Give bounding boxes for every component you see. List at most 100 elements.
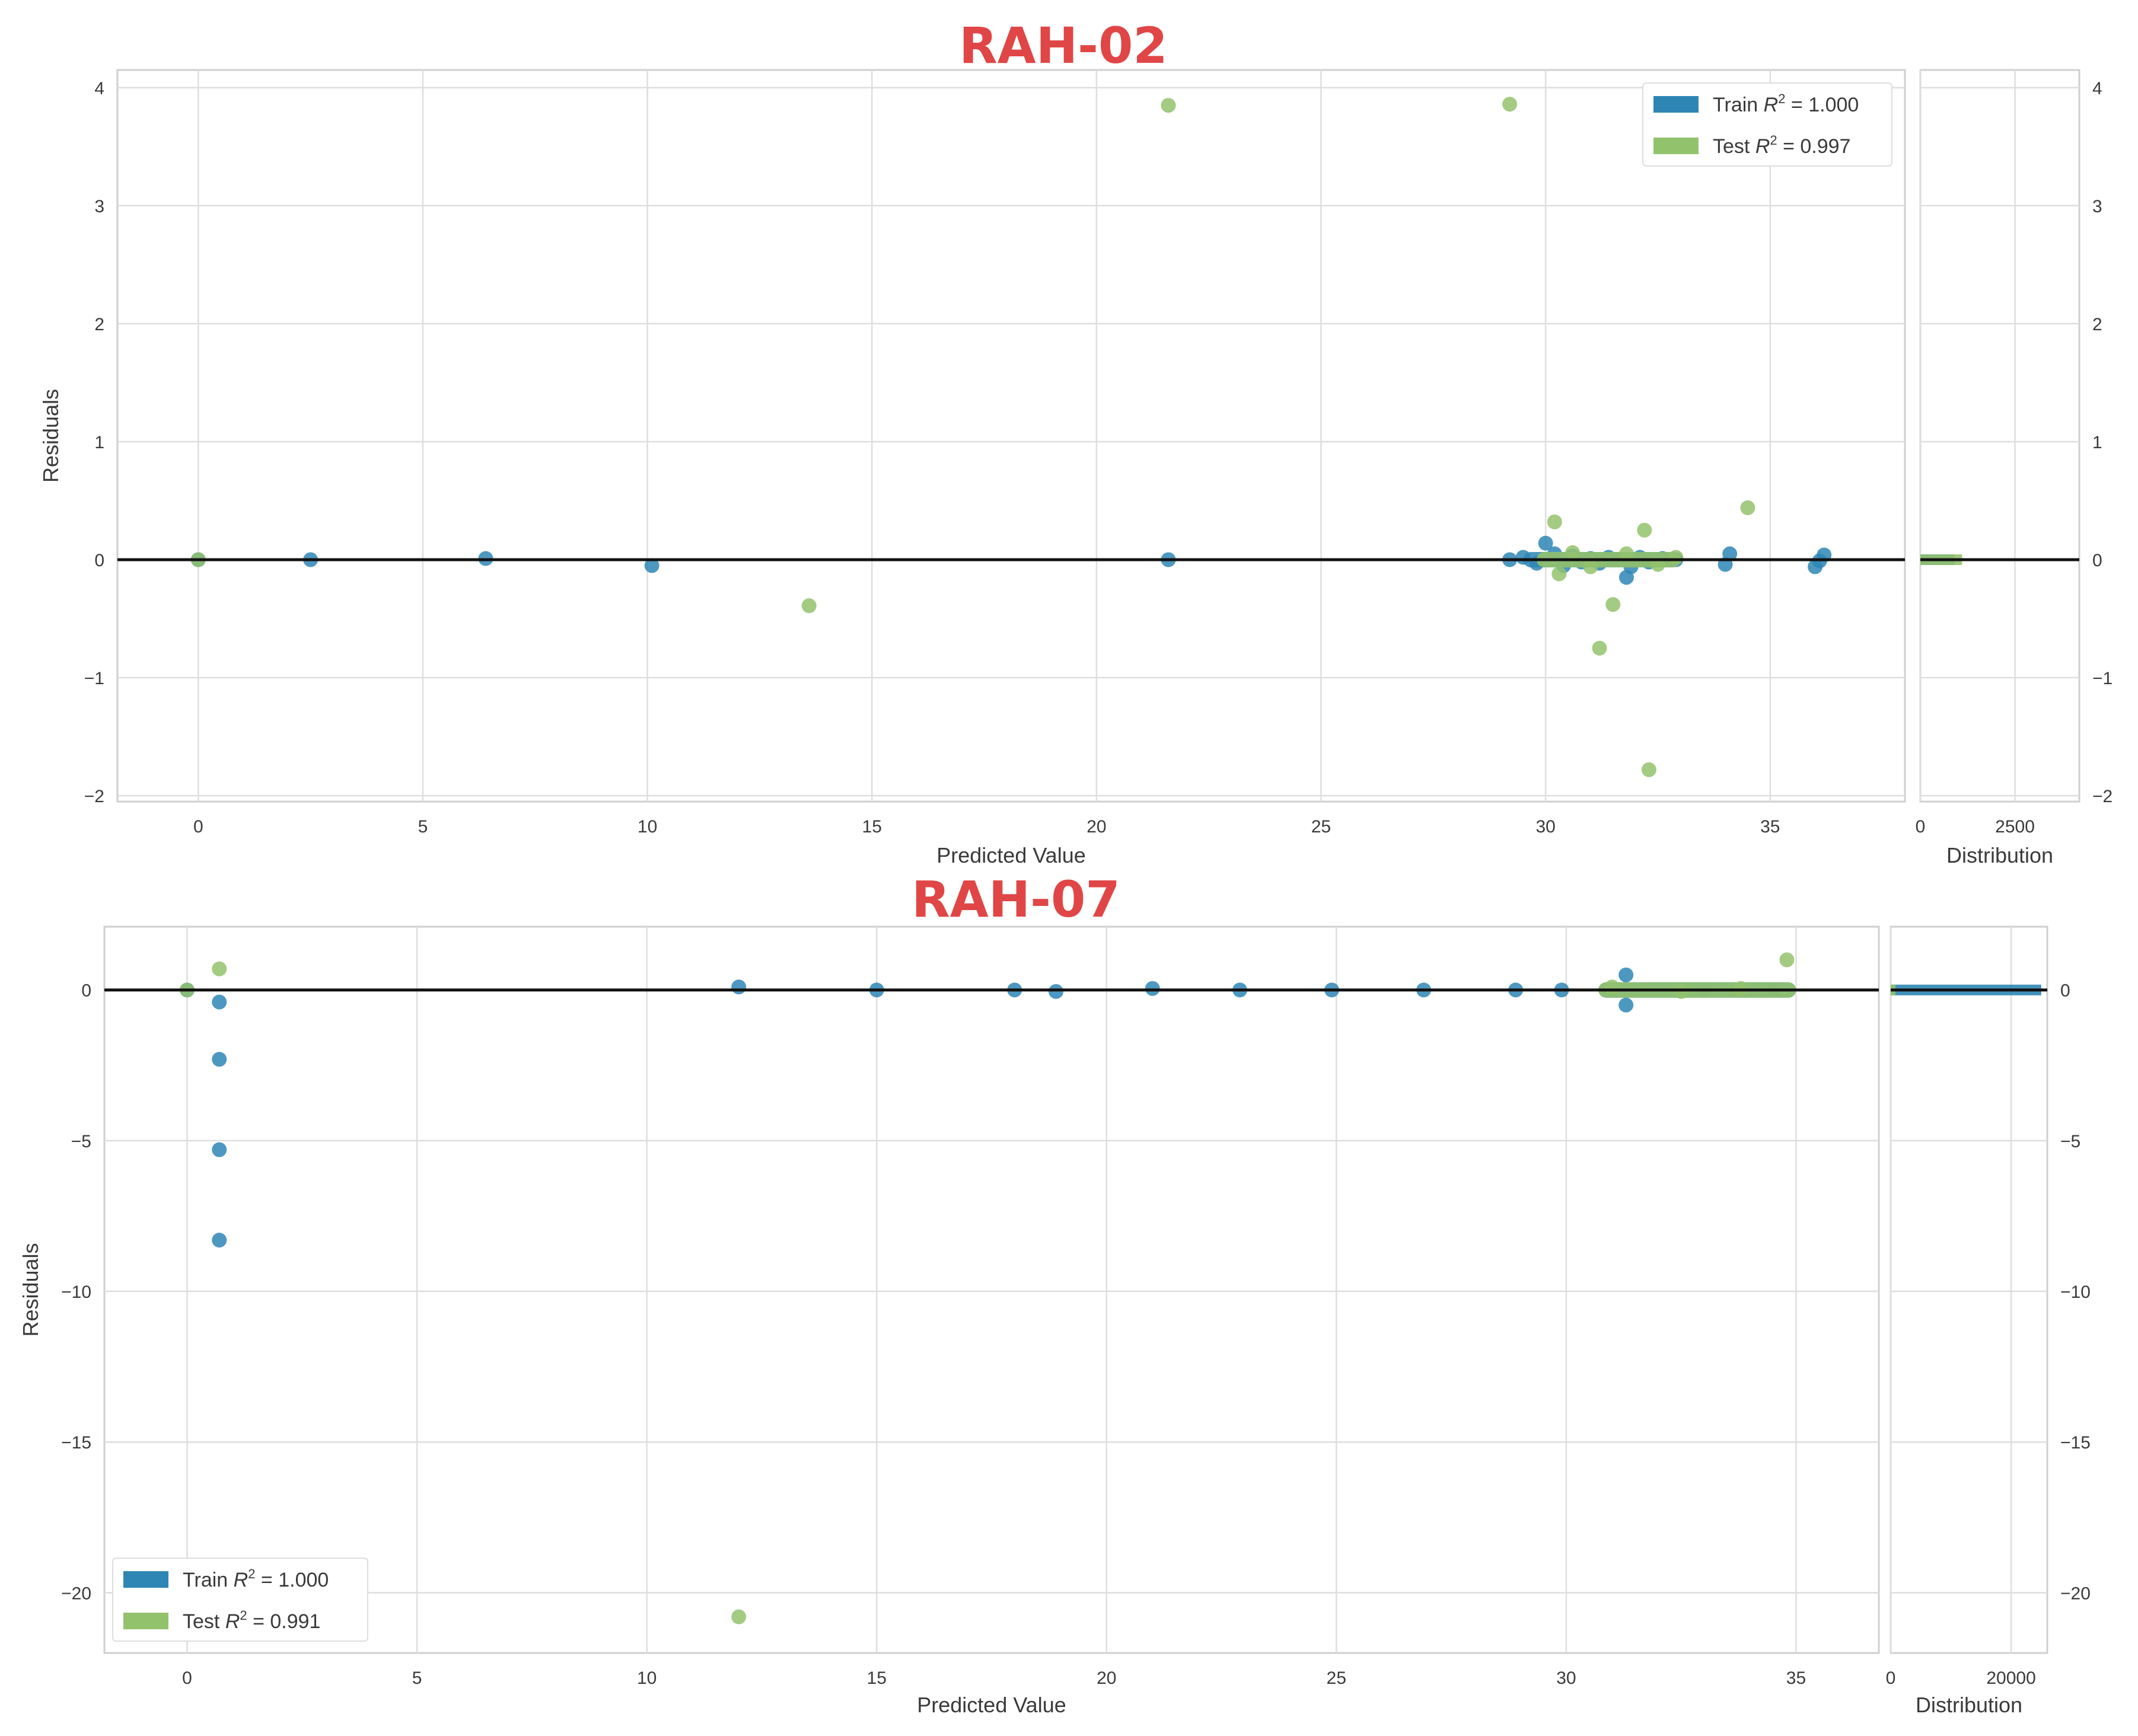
data-point [1551,566,1567,582]
data-point [212,1142,227,1157]
legend-swatch-test [123,1613,168,1629]
legend-swatch-train [1653,96,1699,113]
data-point [1583,559,1598,575]
data-point [1641,762,1656,777]
data-point [1779,952,1795,968]
data-point [731,1609,747,1625]
data-point [731,979,747,995]
data-point [1618,546,1634,561]
data-point [1668,550,1684,565]
x-tick-label: 30 [1535,817,1555,837]
data-point [1604,979,1620,995]
x-tick-label: 20 [1086,817,1106,837]
x-tick-label: 10 [637,1668,657,1688]
legend-frame [1642,82,1892,167]
x-tick-label: 15 [862,817,882,837]
distribution-plot-frame [1890,926,2048,1654]
side-y-tick-label: −1 [2092,669,2112,688]
y-tick-label: −15 [61,1433,91,1453]
y-tick-label: 0 [94,551,104,570]
side-y-tick-label: 1 [2092,433,2102,452]
side-x-tick-label: 0 [1916,817,1926,837]
chart-1: 0 5 10 15 20 25 30 35 −20 −20 −15 −15 −10 −10 −5 −5 0 0 0 2… [18,926,2091,1717]
chart-title-rah-07: RAH-07 [912,870,1120,928]
x-tick-label: 20 [1097,1668,1116,1688]
x-tick-label: 0 [182,1668,192,1688]
y-axis-label: Residuals [39,389,63,483]
data-point [1592,640,1607,656]
legend-label-train: Train R2 = 1.000 [1713,91,1859,116]
side-y-tick-label: 4 [2092,79,2102,98]
data-point [212,1233,227,1248]
x-tick-label: 5 [412,1668,422,1688]
side-x-tick-label: 0 [1886,1668,1896,1688]
x-tick-label: 25 [1327,1668,1346,1688]
side-y-tick-label: −10 [2060,1282,2091,1302]
legend-label-test: Test R2 = 0.997 [1713,133,1850,158]
legend-label-test: Test R2 = 0.991 [183,1608,320,1633]
data-point [1605,597,1621,612]
distribution-axis-label: Distribution [1916,1693,2022,1717]
legend: Train R2 = 1.000 Test R2 = 0.997 [1642,82,1892,167]
data-point [1618,967,1634,982]
x-tick-label: 30 [1556,1668,1576,1688]
data-point [1722,546,1738,561]
x-tick-label: 0 [193,817,203,837]
x-axis-label: Predicted Value [936,843,1086,867]
main-plot-frame [103,926,1880,1654]
legend-swatch-test [1653,138,1699,154]
x-tick-label: 15 [867,1668,887,1688]
data-point [1502,97,1518,112]
x-axis-label: Predicted Value [917,1693,1066,1717]
y-tick-label: 1 [94,433,104,452]
data-point [1740,500,1755,515]
side-y-tick-label: 3 [2092,197,2102,216]
y-tick-label: −5 [71,1132,91,1151]
x-tick-label: 25 [1311,817,1331,837]
data-point [1565,545,1581,560]
chart-0: 0 5 10 15 20 25 30 35 −2 −2 −1 −1 0 0 1 1 2 2 3 3 4 4 0 2500 Pre… [39,69,2112,867]
y-tick-label: −10 [61,1282,91,1302]
side-x-tick-label: 20000 [1986,1668,2035,1688]
distribution-plot-frame [1919,69,2080,803]
y-axis-label: Residuals [18,1243,43,1336]
data-point [1145,981,1160,996]
x-tick-label: 35 [1760,817,1780,837]
data-point [1547,514,1562,529]
x-tick-label: 35 [1786,1668,1806,1688]
data-point [1733,981,1748,996]
data-point [1049,984,1064,999]
data-point [644,558,659,573]
y-tick-label: 0 [81,981,91,1001]
data-point [212,961,227,976]
side-x-tick-label: 2500 [1995,817,2035,837]
legend: Train R2 = 1.000 Test R2 = 0.991 [112,1558,368,1642]
side-y-tick-label: 2 [2092,315,2102,334]
data-point [1161,98,1176,113]
legend-label-train: Train R2 = 1.000 [183,1566,329,1591]
data-point [1637,522,1652,538]
legend-swatch-train [123,1571,168,1588]
data-point [1515,550,1531,565]
y-tick-label: −1 [84,669,104,688]
data-point [1674,984,1689,999]
data-point [1618,997,1634,1013]
data-point [212,1052,227,1067]
chart-title-rah-02: RAH-02 [959,17,1168,75]
data-point [212,994,227,1010]
data-point [1538,535,1553,551]
side-y-tick-label: −5 [2060,1132,2080,1151]
x-tick-label: 5 [418,817,428,837]
side-y-tick-label: −2 [2092,787,2112,806]
data-point [801,598,817,614]
y-tick-label: −20 [61,1584,91,1603]
legend-frame [112,1558,368,1642]
y-tick-label: 4 [94,79,104,98]
y-tick-label: −2 [84,787,104,806]
distribution-axis-label: Distribution [1946,843,2053,867]
side-y-tick-label: −15 [2060,1433,2091,1453]
y-tick-label: 2 [94,315,104,334]
y-tick-label: 3 [94,197,104,216]
side-y-tick-label: −20 [2060,1584,2091,1603]
